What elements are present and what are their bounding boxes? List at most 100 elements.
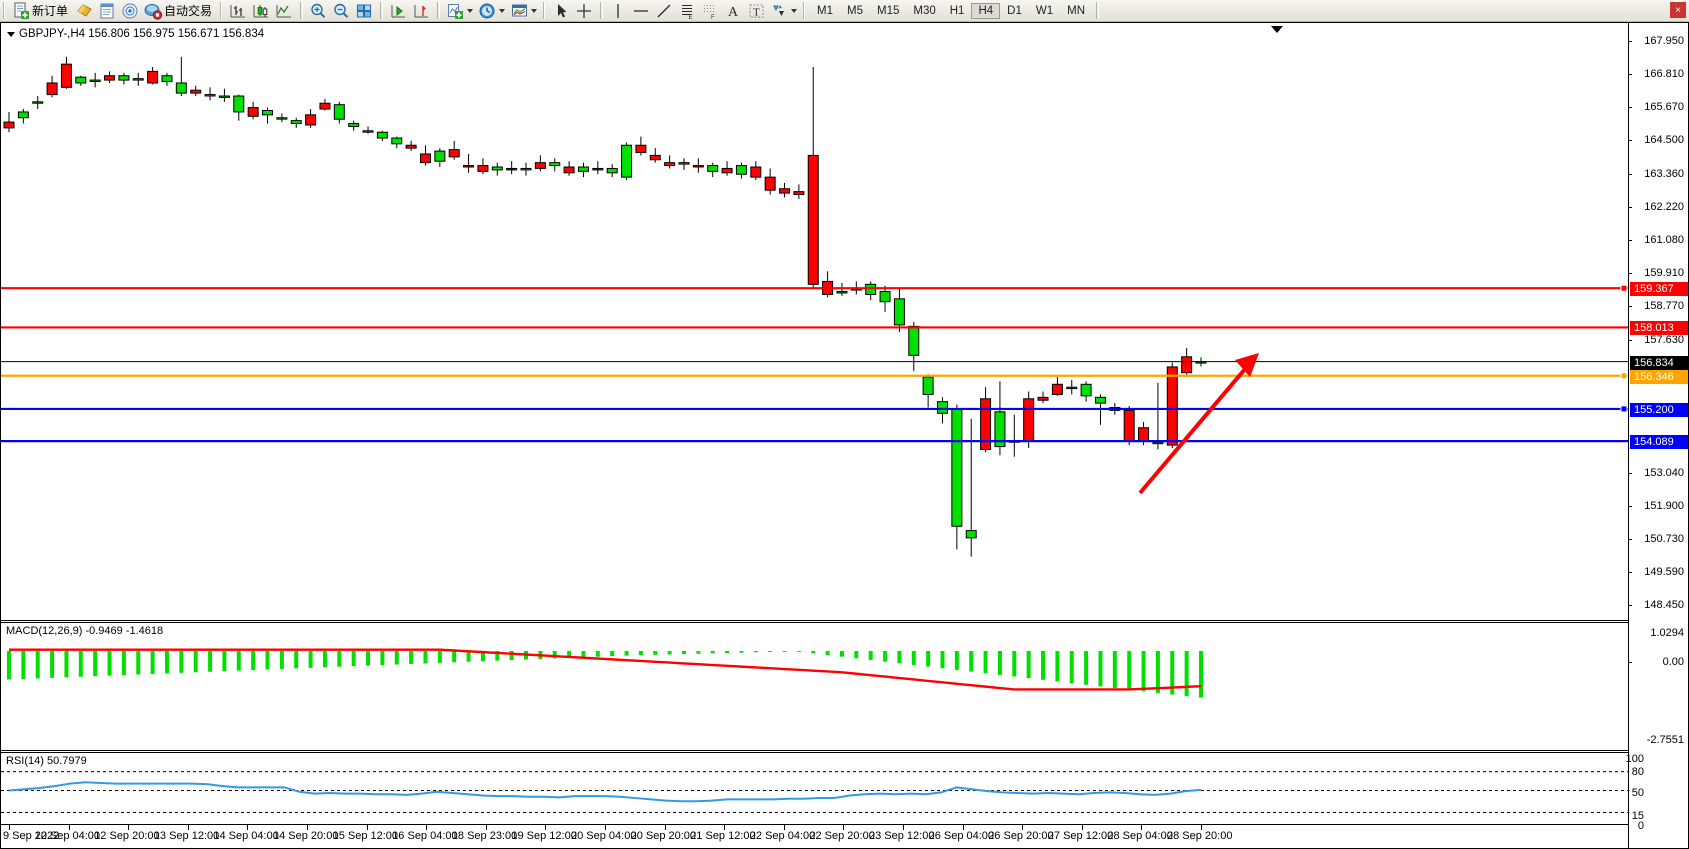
timeframe-w1[interactable]: W1 [1035,4,1054,17]
trendline-button[interactable] [653,1,676,21]
price-axis[interactable]: 167.950 166.810 165.670 164.500 163.360 162.2… [1626,23,1688,848]
price-level-badge[interactable]: 158.013 [1630,321,1688,336]
toolbar-grip[interactable] [3,2,7,19]
price-axis-label: 150.730 [1644,533,1684,546]
crosshair-button[interactable] [573,1,596,21]
price-level-badge[interactable]: 154.089 [1630,435,1688,450]
plot-area[interactable]: MACD(12,26,9) -0.9469 -1.4618 RSI(14) 50… [1,23,1629,849]
shapes-button[interactable] [768,1,800,21]
bar-chart-button[interactable] [227,1,250,21]
chart-window[interactable]: GBPJPY-,H4 156.806 156.975 156.671 156.8… [0,22,1689,849]
svg-text:E: E [689,15,693,20]
indicators-dropdown-arrow[interactable] [465,2,474,20]
time-tick [962,825,964,830]
auto-scroll-button[interactable] [410,1,433,21]
svg-text:F: F [711,15,715,20]
candle [994,381,1006,456]
toolbar-grip-3[interactable] [543,2,548,19]
candle [922,374,934,408]
timeframe-m30[interactable]: M30 [913,4,936,17]
expert-advisors-button[interactable] [73,1,96,21]
auto-trading-button[interactable]: 自动交易 [142,1,217,21]
vertical-line-button[interactable] [607,1,630,21]
price-level-badge[interactable]: 156.834 [1630,355,1688,370]
candle [319,98,331,111]
toolbar-grip-2[interactable] [220,2,225,19]
timeframe-mn[interactable]: MN [1067,4,1085,17]
time-axis-label: 14 Sep 04:00 [213,830,279,842]
candle [147,67,159,85]
cursor-button[interactable] [550,1,573,21]
time-axis-label: 19 Sep 12:00 [511,830,577,842]
candle [305,109,317,128]
price-tick [1628,572,1632,574]
line-chart-button[interactable] [273,1,296,21]
toolbar-separator-5 [1096,2,1099,19]
candle [118,72,130,85]
candlestick-chart-button[interactable] [250,1,273,21]
price-level-handle[interactable] [1620,372,1628,380]
candle [491,162,503,176]
price-axis-label: 159.910 [1644,267,1684,280]
rsi-pane[interactable]: RSI(14) 50.7979 [1,752,1629,849]
candle [104,71,116,83]
price-tick [1628,173,1632,175]
timeframe-h4[interactable]: H4 [971,2,1001,19]
macd-pane[interactable]: MACD(12,26,9) -0.9469 -1.4618 [1,622,1628,751]
time-axis-label: 26 Sep 20:00 [988,830,1054,842]
templates-button[interactable] [508,1,540,21]
candle [262,107,274,124]
timeframe-d1[interactable]: D1 [1007,4,1022,17]
zoom-in-button[interactable] [307,1,330,21]
candle [448,140,460,160]
time-tick [1201,825,1202,830]
macd-axis-tick [1628,662,1632,664]
price-level-badge[interactable]: 156.346 [1630,369,1688,384]
indicators-icon [446,2,465,20]
timeframe-m15[interactable]: M15 [877,4,900,17]
zoom-out-button[interactable] [330,1,353,21]
candle [750,161,762,181]
templates-dropdown-arrow[interactable] [529,2,538,20]
timeframe-h1[interactable]: H1 [949,4,965,17]
symbol-collapse-icon[interactable] [7,32,15,37]
new-order-button[interactable]: 新订单 [10,1,73,21]
indicators-button[interactable] [444,1,476,21]
navigator-button[interactable] [119,1,142,21]
time-axis-label: 13 Sep 12:00 [153,830,220,842]
fibonacci-button[interactable]: E [676,1,699,21]
price-level-handle[interactable] [1620,405,1628,413]
period-dropdown-arrow[interactable] [497,2,506,20]
bullish-arrow-annotation[interactable] [1138,353,1259,495]
chart-scroll-marker[interactable] [1271,26,1283,33]
candle [879,285,891,312]
text-object-button[interactable]: T [745,1,768,21]
chart-shift-button[interactable] [387,1,410,21]
time-tick [1081,825,1083,830]
toolbar-grip-4[interactable] [803,2,808,19]
price-axis-label: 162.220 [1644,200,1684,213]
macd-axis-label: -2.7551 [1646,734,1684,746]
timeframe-group: M1 M5 M15 M30 H1 H4 D1 W1 MN [810,2,1092,19]
horizontal-line-button[interactable] [630,1,653,21]
tile-windows-button[interactable] [353,1,376,21]
candle [606,164,618,178]
price-level-badge[interactable]: 155.200 [1630,402,1688,417]
new-order-icon [12,2,31,20]
bar-chart-icon [229,2,248,20]
candle [707,162,719,178]
price-level-badge[interactable]: 159.367 [1630,282,1688,297]
timeframe-m5[interactable]: M5 [847,4,863,17]
price-pane[interactable] [1,23,1629,621]
timeframe-m1[interactable]: M1 [817,4,834,17]
text-label-button[interactable]: A [722,1,745,21]
time-tick [783,825,785,830]
time-axis-label: 20 Sep 04:00 [571,830,637,842]
price-axis-label: 167.950 [1644,34,1684,47]
period-button[interactable] [476,1,508,21]
channels-button[interactable]: F [699,1,722,21]
shapes-dropdown-arrow[interactable] [789,2,798,20]
price-level-handle[interactable] [1620,284,1628,292]
close-icon[interactable]: × [1670,2,1686,18]
data-window-button[interactable] [96,1,119,21]
